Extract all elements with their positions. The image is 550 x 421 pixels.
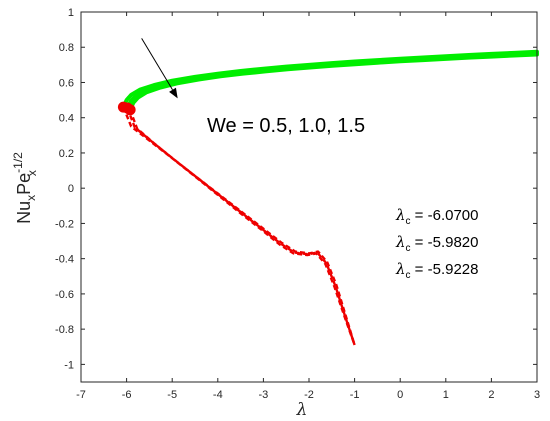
we-annotation: We = 0.5, 1.0, 1.5	[207, 115, 365, 137]
y-tick-label: 0.4	[59, 113, 74, 125]
critical-point	[124, 104, 136, 116]
y-tick-label: 0.8	[59, 42, 74, 54]
y-tick-label: -0.6	[55, 289, 74, 301]
y-tick-label: -0.2	[55, 218, 74, 230]
x-tick-label: 0	[397, 389, 403, 401]
lambda-c-3: λc = -5.9228	[395, 260, 478, 281]
series-layer	[121, 49, 539, 346]
y-tick-label: 0.6	[59, 77, 74, 89]
y-tick-label: -0.8	[55, 324, 74, 336]
y-tick-label: 0	[68, 183, 74, 195]
x-tick-label: -2	[304, 389, 314, 401]
x-tick-label: 2	[488, 389, 494, 401]
x-tick-label: -3	[259, 389, 269, 401]
arrow-head	[169, 87, 178, 99]
x-tick-label: -6	[122, 389, 132, 401]
y-axis-label: NuxPe-1/2x	[11, 152, 39, 224]
x-tick-label: -1	[350, 389, 360, 401]
lower-branch-line	[126, 107, 356, 346]
y-tick-label: 0.2	[59, 148, 74, 160]
y-tick-label: -0.4	[55, 254, 74, 266]
critical-points-layer	[117, 101, 136, 116]
lambda-c-list: λc = -6.0700 λc = -5.9820 λc = -5.9228	[395, 206, 478, 281]
lower-branch-line	[128, 109, 356, 346]
upper-branch-line	[128, 52, 539, 112]
lower-branch-line	[122, 106, 356, 346]
annotation-arrow	[141, 38, 178, 99]
x-tick-label: -7	[76, 389, 86, 401]
y-tick-label: -1	[64, 359, 74, 371]
x-tick-label: 1	[443, 389, 449, 401]
y-tick-label: 1	[68, 7, 74, 19]
x-tick-label: -5	[167, 389, 177, 401]
arrow-line	[141, 38, 173, 91]
x-tick-label: 3	[534, 389, 540, 401]
lambda-c-1: λc = -6.0700	[395, 206, 478, 227]
lambda-c-2: λc = -5.9820	[395, 233, 478, 254]
x-tick-label: -4	[213, 389, 223, 401]
plot-frame	[80, 11, 538, 383]
x-axis-label: λ	[296, 400, 308, 420]
tick-layer: -7 -6 -5 -4 -3 -2 -1 0 1 2 3 1 0.8 0.6 0.4 0.2 0 -0.2 -0.4…	[55, 7, 540, 401]
